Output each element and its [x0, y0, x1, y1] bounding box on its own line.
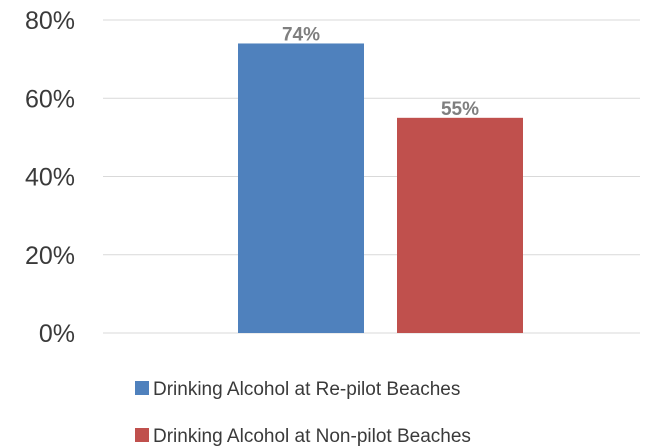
legend-label-re-pilot: Drinking Alcohol at Re-pilot Beaches [153, 379, 460, 400]
y-tick-label-80: 80% [25, 7, 75, 35]
data-labels: 74% 55% [282, 24, 479, 119]
legend: Drinking Alcohol at Re-pilot Beaches Drin… [135, 379, 471, 447]
data-label-non-pilot: 55% [441, 99, 479, 120]
y-tick-label-20: 20% [25, 242, 75, 270]
y-tick-label-60: 60% [25, 85, 75, 113]
data-label-re-pilot: 74% [282, 24, 320, 45]
y-axis-tick-labels: 0% 20% 40% 60% 80% [25, 7, 75, 348]
legend-swatch-non-pilot [135, 428, 149, 442]
gridlines [103, 19, 640, 334]
legend-label-non-pilot: Drinking Alcohol at Non-pilot Beaches [153, 426, 471, 447]
bars [238, 43, 523, 333]
y-tick-label-40: 40% [25, 164, 75, 192]
y-tick-label-0: 0% [39, 320, 75, 348]
bar-non-pilot [397, 117, 523, 333]
legend-swatch-re-pilot [135, 381, 149, 395]
bar-re-pilot [238, 43, 364, 333]
